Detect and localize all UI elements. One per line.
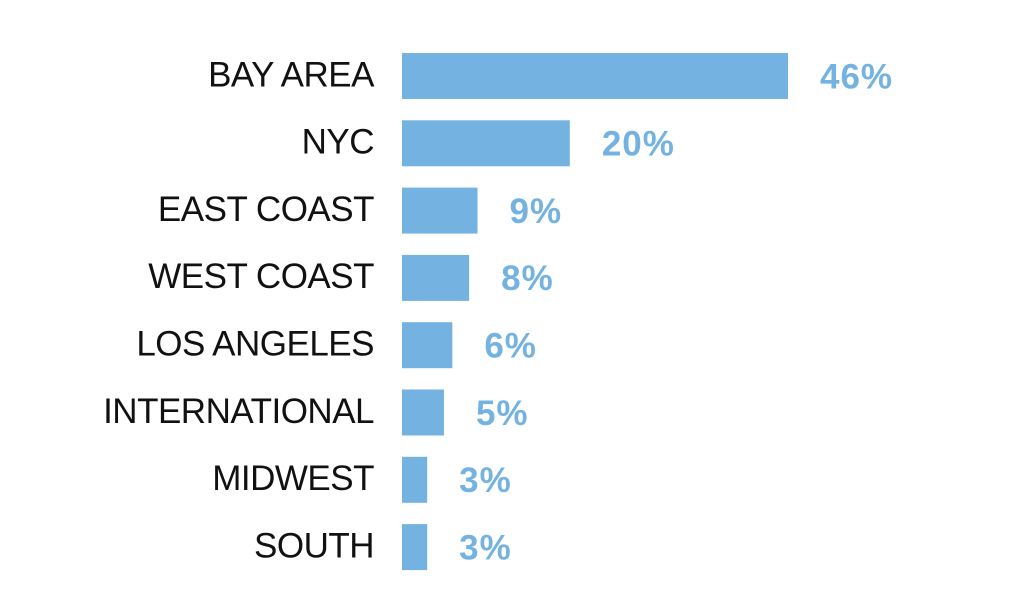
- value-label: 8%: [501, 259, 554, 298]
- bar: [402, 187, 478, 234]
- category-label: EAST COAST: [158, 190, 374, 229]
- value-label: 9%: [510, 192, 563, 231]
- value-label: 5%: [476, 394, 529, 433]
- category-label: BAY AREA: [208, 55, 375, 94]
- value-label: 6%: [484, 326, 537, 365]
- value-label: 46%: [820, 57, 893, 96]
- bar: [402, 53, 788, 99]
- category-label: LOS ANGELES: [136, 324, 374, 363]
- bar: [402, 456, 428, 503]
- bar: [402, 389, 444, 436]
- bar: [402, 322, 453, 369]
- value-label: 20%: [602, 125, 675, 164]
- category-label: INTERNATIONAL: [103, 392, 374, 431]
- bar: [402, 254, 470, 301]
- category-label: WEST COAST: [148, 257, 374, 296]
- category-label: SOUTH: [254, 526, 374, 565]
- value-label: 3%: [459, 461, 512, 500]
- bar: [402, 524, 428, 571]
- value-label: 3%: [459, 528, 512, 567]
- category-label: NYC: [302, 123, 374, 162]
- bar: [402, 120, 570, 167]
- category-label: MIDWEST: [212, 459, 374, 498]
